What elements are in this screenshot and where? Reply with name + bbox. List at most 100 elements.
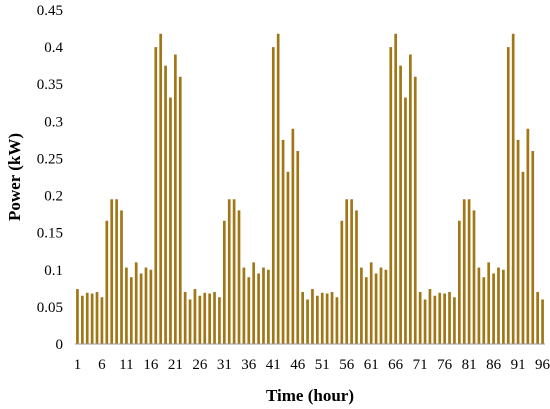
bar-hour-64 — [384, 269, 388, 344]
bar-hour-69 — [409, 54, 412, 344]
bar-hour-7 — [105, 220, 109, 344]
bar-hour-82 — [472, 210, 476, 344]
x-tick-label: 96 — [535, 357, 550, 373]
bar-hour-25 — [193, 289, 197, 344]
y-tick-label: 0 — [56, 337, 64, 353]
bar-hour-76 — [443, 293, 446, 344]
bar-hour-36 — [247, 277, 251, 344]
bar-hour-19 — [164, 65, 167, 345]
bar-hour-79 — [457, 220, 461, 344]
bar-hour-63 — [379, 267, 383, 344]
bar-hour-22 — [178, 76, 182, 345]
x-axis-title: Time (hour) — [266, 386, 354, 405]
x-tick-label: 66 — [388, 357, 404, 373]
bar-hour-38 — [257, 273, 260, 344]
bar-hour-5 — [95, 292, 99, 344]
bar-hour-86 — [492, 273, 495, 344]
y-tick-label: 0.2 — [44, 189, 63, 205]
bar-hour-15 — [144, 267, 148, 344]
bar-hour-6 — [100, 297, 104, 344]
bar-hour-56 — [345, 199, 349, 344]
bar-hour-9 — [115, 199, 118, 344]
x-tick-label: 51 — [315, 357, 330, 373]
bar-hour-57 — [350, 199, 353, 344]
bar-hour-55 — [340, 220, 344, 344]
y-tick-label: 0.45 — [37, 3, 63, 19]
bar-hour-50 — [316, 295, 319, 344]
x-tick-label: 21 — [168, 357, 183, 373]
bar-hour-88 — [502, 269, 505, 344]
bar-hour-30 — [218, 297, 221, 344]
bar-hour-75 — [438, 292, 442, 344]
bar-hour-62 — [374, 273, 378, 344]
bar-hour-43 — [281, 139, 285, 344]
bar-hour-81 — [467, 199, 471, 344]
bar-hour-16 — [149, 269, 153, 344]
bar-hour-39 — [262, 267, 265, 344]
bar-hour-44 — [286, 171, 290, 344]
x-tick-label: 26 — [192, 357, 208, 373]
bar-hour-72 — [423, 299, 427, 344]
x-tick-label: 11 — [119, 357, 133, 373]
bar-hour-45 — [291, 128, 295, 344]
bar-hour-28 — [208, 293, 211, 344]
bar-hour-83 — [477, 267, 481, 344]
bar-hour-46 — [296, 151, 300, 344]
x-tick-label: 41 — [266, 357, 281, 373]
bar-hour-96 — [541, 299, 544, 344]
bar-hour-8 — [110, 199, 114, 344]
bar-hour-17 — [154, 47, 158, 345]
bar-hour-35 — [242, 267, 246, 344]
bar-hour-73 — [428, 289, 432, 344]
bar-hour-61 — [369, 262, 373, 344]
bar-hour-33 — [232, 199, 236, 344]
bar-hour-37 — [252, 262, 256, 344]
bar-hour-49 — [311, 289, 314, 344]
bar-hour-4 — [90, 293, 94, 344]
bar-hour-3 — [85, 292, 89, 344]
bar-hour-24 — [188, 299, 192, 344]
bar-hour-91 — [516, 139, 520, 344]
bar-hour-1 — [76, 289, 79, 344]
y-tick-label: 0.35 — [37, 77, 63, 93]
bar-hour-65 — [389, 47, 393, 345]
bar-hour-80 — [462, 199, 466, 344]
bar-hour-23 — [183, 292, 187, 344]
y-tick-label: 0.4 — [44, 40, 63, 56]
bar-hour-32 — [227, 199, 231, 344]
bar-hour-26 — [198, 295, 202, 344]
bar-hour-95 — [536, 292, 539, 344]
bar-hour-67 — [399, 65, 402, 345]
bar-hour-31 — [222, 220, 226, 344]
bar-hour-14 — [139, 273, 143, 344]
bar-hour-18 — [159, 33, 163, 344]
bar-hour-92 — [521, 171, 525, 344]
bar-hour-13 — [134, 262, 138, 344]
bar-hour-74 — [433, 295, 437, 344]
x-tick-label: 71 — [413, 357, 428, 373]
y-tick-label: 0.3 — [44, 114, 63, 130]
bar-hour-27 — [203, 292, 207, 344]
x-tick-label: 86 — [486, 357, 502, 373]
bar-hour-21 — [174, 54, 177, 344]
bar-hour-84 — [482, 277, 486, 344]
y-tick-label: 0.25 — [37, 151, 63, 167]
bar-hour-59 — [360, 267, 363, 344]
bar-hour-20 — [169, 97, 172, 344]
bar-hour-10 — [120, 210, 123, 344]
y-tick-label: 0.15 — [37, 226, 63, 242]
bar-hour-12 — [129, 277, 133, 344]
bar-hour-90 — [511, 33, 515, 344]
x-tick-label: 46 — [290, 357, 306, 373]
bar-hour-53 — [330, 292, 334, 344]
bar-hour-40 — [267, 269, 270, 344]
bar-hour-41 — [271, 47, 275, 345]
bar-hour-48 — [306, 299, 309, 344]
x-tick-label: 31 — [217, 357, 232, 373]
x-tick-label: 81 — [462, 357, 477, 373]
bar-hour-11 — [125, 267, 128, 344]
x-tick-labels: 1 6 11 16 21 26 31 36 41 46 51 56 61 66 71 76 81 86 91 96 — [74, 357, 550, 373]
x-tick-label: 36 — [241, 357, 257, 373]
bar-hour-93 — [526, 128, 530, 344]
